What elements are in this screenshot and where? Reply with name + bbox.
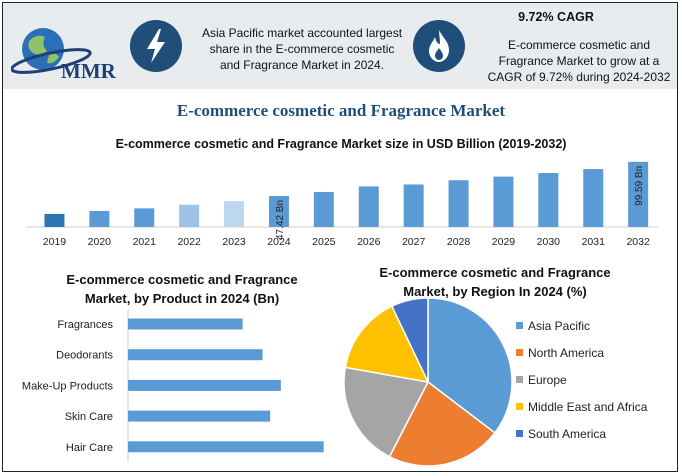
- bar-2022: [179, 204, 200, 227]
- market-size-chart-title: E-commerce cosmetic and Fragrance Market…: [115, 137, 567, 151]
- legend-swatch: [516, 376, 523, 383]
- pie-slice-asia-pacific: [427, 297, 513, 434]
- legend-swatch: [516, 403, 523, 410]
- legend-label: South America: [528, 427, 606, 441]
- logo: MMR: [10, 21, 123, 83]
- bar-2031: [583, 169, 604, 227]
- bar-2027: [403, 184, 424, 227]
- region-chart-title: E-commerce cosmetic and Fragrance Market…: [379, 265, 611, 299]
- legend-label: Middle East and Africa: [528, 400, 648, 414]
- pie-slice-europe: [343, 366, 430, 458]
- x-tick-label: 2024: [267, 236, 291, 248]
- globe-icon: [10, 28, 92, 74]
- x-tick-label: 2027: [402, 236, 426, 248]
- bar-2025: [313, 191, 334, 227]
- bar-2028: [448, 180, 469, 227]
- bar-2020: [89, 210, 110, 227]
- category-label: Hair Care: [66, 442, 113, 454]
- bar-hair-care: [128, 441, 324, 453]
- lightning-bolt-icon: [147, 29, 165, 63]
- bar-fragrances: [128, 318, 243, 330]
- x-tick-label: 2021: [133, 236, 157, 248]
- flame-badge: [413, 20, 465, 72]
- data-label: 47.42 Bn: [275, 200, 286, 240]
- region-pie-chart: Asia Pacific North America Europe Middle Ea…: [343, 297, 648, 467]
- x-tick-label: 2020: [88, 236, 112, 248]
- bar-2026: [358, 186, 379, 227]
- bar-make-up-products: [128, 379, 281, 391]
- bar-2032: [628, 161, 649, 227]
- x-tick-label: 2026: [357, 236, 381, 248]
- bar-2029: [493, 176, 514, 227]
- pie-slice-south-america: [390, 297, 429, 383]
- x-tick-label: 2029: [492, 236, 516, 248]
- main-title: E-commerce cosmetic and Fragrance Market: [176, 101, 506, 120]
- legend-swatch: [516, 430, 523, 437]
- bar-2019: [44, 213, 65, 227]
- bar-deodorants: [128, 349, 263, 361]
- data-label: 99.59 Bn: [634, 166, 645, 206]
- legend-label: Europe: [528, 373, 567, 387]
- x-tick-label: 2019: [43, 236, 67, 248]
- legend-label: North America: [528, 346, 604, 360]
- legend-swatch: [516, 322, 523, 329]
- x-tick-label: 2031: [582, 236, 606, 248]
- bar-skin-care: [128, 410, 271, 422]
- x-tick-label: 2022: [177, 236, 201, 248]
- lightning-badge: [130, 20, 182, 72]
- flame-icon: [429, 30, 449, 62]
- category-label: Skin Care: [65, 411, 113, 423]
- x-tick-label: 2023: [222, 236, 246, 248]
- pie-slice-middle-east-and-africa: [344, 305, 430, 383]
- product-bar-chart: Fragrances Deodorants Make-Up Products Skin…: [22, 310, 324, 462]
- legend-label: Asia Pacific: [528, 319, 590, 333]
- legend-swatch: [516, 349, 523, 356]
- category-label: Fragrances: [57, 319, 113, 331]
- x-tick-label: 2028: [447, 236, 471, 248]
- pie-slice-north-america: [388, 380, 496, 467]
- region-highlight-text: Asia Pacific market accounted largest sh…: [201, 26, 403, 72]
- category-label: Deodorants: [56, 350, 113, 362]
- cagr-text: E-commerce cosmetic and Fragrance Market…: [487, 38, 671, 84]
- header-band: MMR Asia Pacific market accounted larges…: [3, 3, 677, 89]
- logo-text: MMR: [61, 59, 116, 83]
- bar-2024: [268, 195, 289, 227]
- bar-2023: [224, 201, 245, 227]
- bar-2021: [134, 208, 155, 227]
- product-chart-title: E-commerce cosmetic and Fragrance Market…: [66, 272, 298, 306]
- x-tick-label: 2032: [626, 236, 650, 248]
- bar-2030: [538, 173, 559, 227]
- x-tick-label: 2025: [312, 236, 336, 248]
- x-tick-label: 2030: [537, 236, 561, 248]
- category-label: Make-Up Products: [22, 380, 114, 392]
- cagr-title: 9.72% CAGR: [518, 10, 594, 24]
